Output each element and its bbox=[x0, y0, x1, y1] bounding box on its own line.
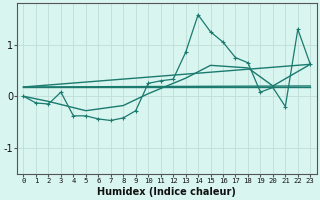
X-axis label: Humidex (Indice chaleur): Humidex (Indice chaleur) bbox=[98, 187, 236, 197]
